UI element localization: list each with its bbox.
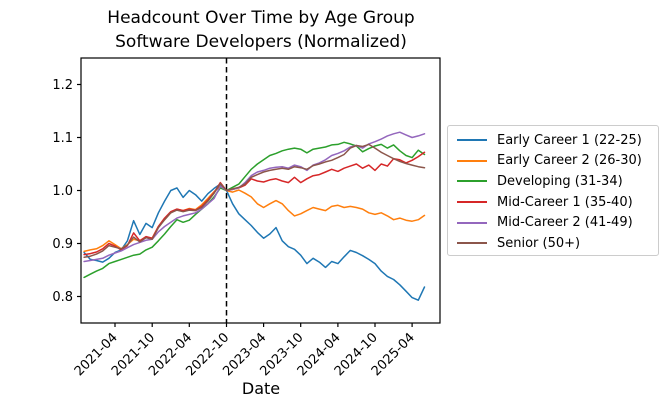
legend-label: Developing (31-34)	[497, 173, 623, 189]
legend-label: Senior (50+)	[497, 235, 581, 251]
y-axis-tick-label: 0.8	[52, 290, 73, 305]
chart-title-line1: Headcount Over Time by Age Group	[107, 8, 415, 28]
series-line-developing-31-34	[83, 141, 426, 279]
y-axis-tick-label: 1.1	[52, 131, 73, 146]
legend-item-early-career-2-26-30: Early Career 2 (26-30)	[457, 151, 658, 172]
legend-line-swatch	[457, 139, 487, 142]
legend-line-swatch	[457, 180, 487, 183]
legend-item-developing-31-34: Developing (31-34)	[457, 171, 658, 192]
x-axis-label: Date	[241, 379, 281, 398]
legend: Early Career 1 (22-25) Early Career 2 (26…	[447, 125, 659, 256]
legend-item-mid-career-1-35-40: Mid-Career 1 (35-40)	[457, 192, 658, 213]
series-line-early-career-2-26-30	[83, 185, 426, 253]
legend-item-senior-50: Senior (50+)	[457, 233, 658, 254]
legend-line-swatch	[457, 201, 487, 204]
series-line-early-career-1-22-25	[83, 183, 426, 301]
series-line-senior-50	[83, 143, 426, 259]
legend-label: Early Career 1 (22-25)	[497, 132, 642, 148]
legend-item-mid-career-2-41-49: Mid-Career 2 (41-49)	[457, 212, 658, 233]
legend-line-swatch	[457, 221, 487, 224]
chart-title: Headcount Over Time by Age Group Softwar…	[0, 6, 522, 54]
series-line-mid-career-2-41-49	[83, 131, 426, 263]
chart-title-line2: Software Developers (Normalized)	[115, 32, 407, 52]
y-axis-tick-label: 1.2	[52, 78, 73, 93]
series-line-mid-career-1-35-40	[83, 151, 426, 256]
legend-label: Early Career 2 (26-30)	[497, 153, 642, 169]
legend-line-swatch	[457, 159, 487, 162]
plot-border	[80, 57, 441, 324]
y-axis-tick-label: 0.9	[52, 237, 73, 252]
y-axis-tick-label: 1.0	[52, 184, 73, 199]
legend-item-early-career-1-22-25: Early Career 1 (22-25)	[457, 130, 658, 151]
legend-label: Mid-Career 1 (35-40)	[497, 194, 633, 210]
legend-label: Mid-Career 2 (41-49)	[497, 215, 633, 231]
legend-line-swatch	[457, 242, 487, 245]
